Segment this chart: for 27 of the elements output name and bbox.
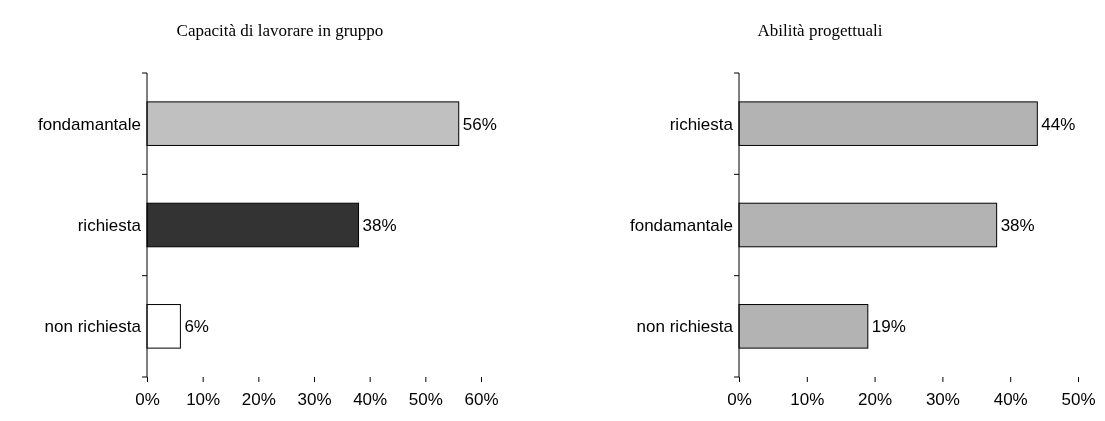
x-tick-label: 40% xyxy=(993,390,1028,410)
y-tick-label: non richiesta xyxy=(44,317,142,337)
y-tick-label: fondamantale xyxy=(37,114,141,134)
y-tick-label: richiesta xyxy=(669,114,734,134)
chart-title: Capacità di lavorare in gruppo xyxy=(176,21,384,40)
data-label: 6% xyxy=(184,317,209,337)
data-label: 19% xyxy=(871,317,906,337)
x-tick-label: 30% xyxy=(925,390,960,410)
x-tick-label: 0% xyxy=(135,390,160,410)
x-tick-label: 20% xyxy=(858,390,893,410)
data-label: 56% xyxy=(462,114,497,134)
x-tick-label: 50% xyxy=(408,390,443,410)
y-tick-label: fondamantale xyxy=(629,215,733,235)
chart-title: Abilità progettuali xyxy=(757,21,883,40)
x-tick-label: 10% xyxy=(790,390,825,410)
x-tick-label: 60% xyxy=(464,390,499,410)
data-label: 44% xyxy=(1041,114,1076,134)
y-tick-label: richiesta xyxy=(77,215,142,235)
y-tick-label: non richiesta xyxy=(636,317,734,337)
data-label: 38% xyxy=(1000,215,1035,235)
x-tick-label: 50% xyxy=(1061,390,1096,410)
x-tick-label: 10% xyxy=(186,390,221,410)
x-tick-label: 0% xyxy=(727,390,752,410)
x-tick-label: 30% xyxy=(297,390,332,410)
x-tick-label: 40% xyxy=(353,390,388,410)
data-label: 38% xyxy=(362,215,397,235)
x-tick-label: 20% xyxy=(241,390,276,410)
